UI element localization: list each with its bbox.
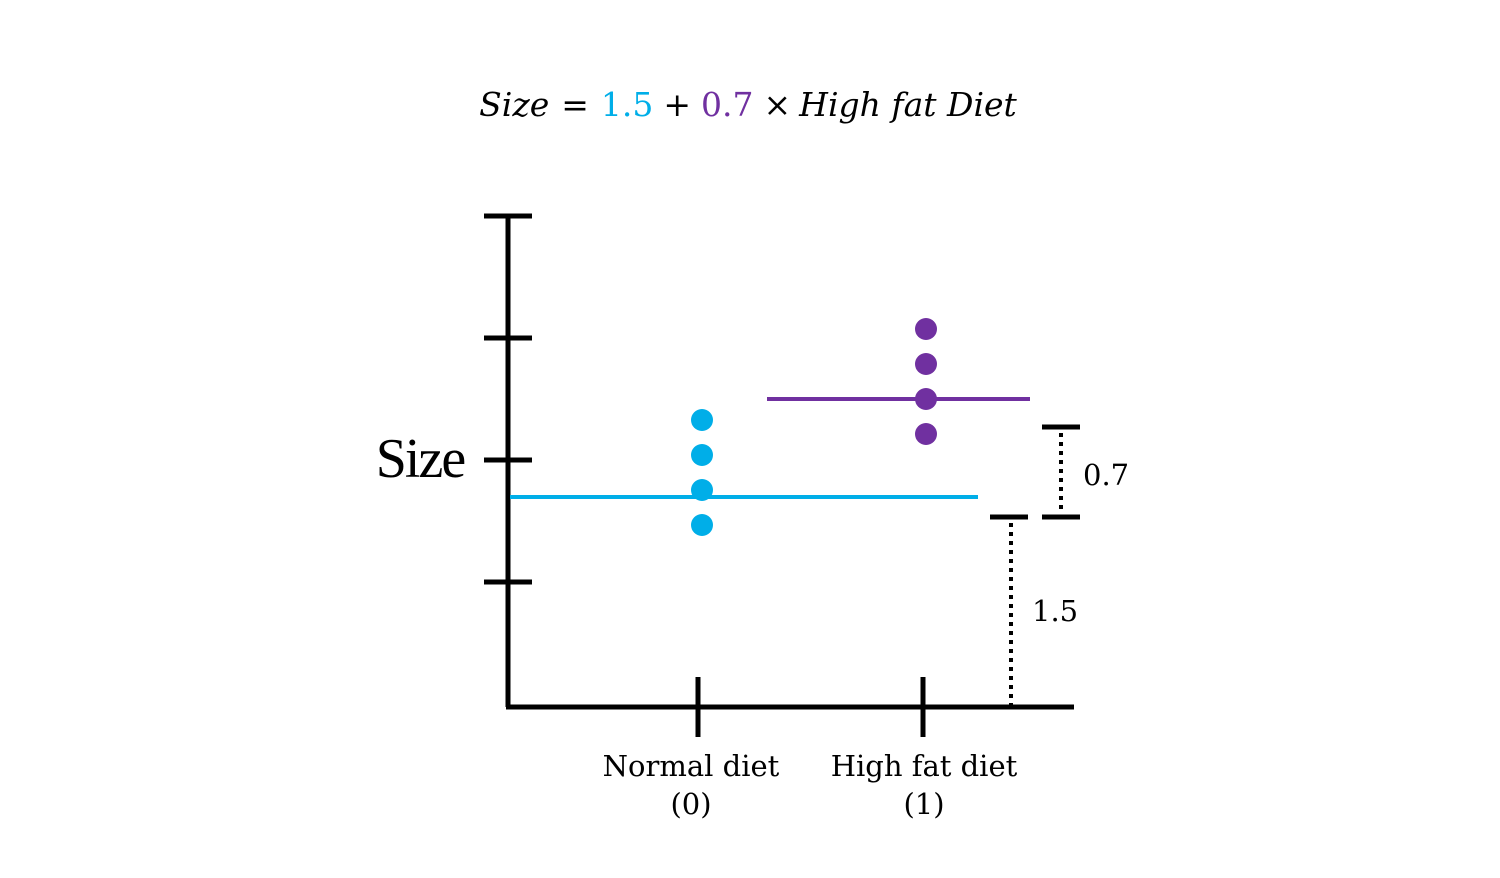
equation-equals: = (561, 85, 589, 124)
data-point-high-fat (915, 423, 937, 445)
data-point-normal (691, 479, 713, 501)
data-point-high-fat (915, 318, 937, 340)
equation-slope: 0.7 (701, 85, 753, 124)
data-point-high-fat (915, 353, 937, 375)
x-tick-label-high-fat: High fat diet (831, 749, 1018, 783)
x-tick-code-normal: (0) (670, 787, 711, 821)
equation-lhs: Size (479, 85, 549, 124)
equation-plus: + (663, 85, 691, 124)
data-points (691, 318, 937, 536)
data-point-high-fat (915, 388, 937, 410)
equation-intercept: 1.5 (601, 85, 653, 124)
x-tick-label-normal: Normal diet (603, 749, 780, 783)
data-point-normal (691, 444, 713, 466)
equation-times: × (764, 85, 792, 124)
equation: Size = 1.5 +0.7 × High fat Diet (479, 85, 1017, 124)
x-tick-code-high-fat: (1) (903, 787, 944, 821)
intercept-label: 1.5 (1032, 594, 1078, 628)
data-point-normal (691, 409, 713, 431)
data-point-normal (691, 514, 713, 536)
y-axis-label: Size (376, 428, 465, 490)
equation-predictor: High fat Diet (798, 85, 1017, 124)
slope-label: 0.7 (1083, 458, 1129, 492)
